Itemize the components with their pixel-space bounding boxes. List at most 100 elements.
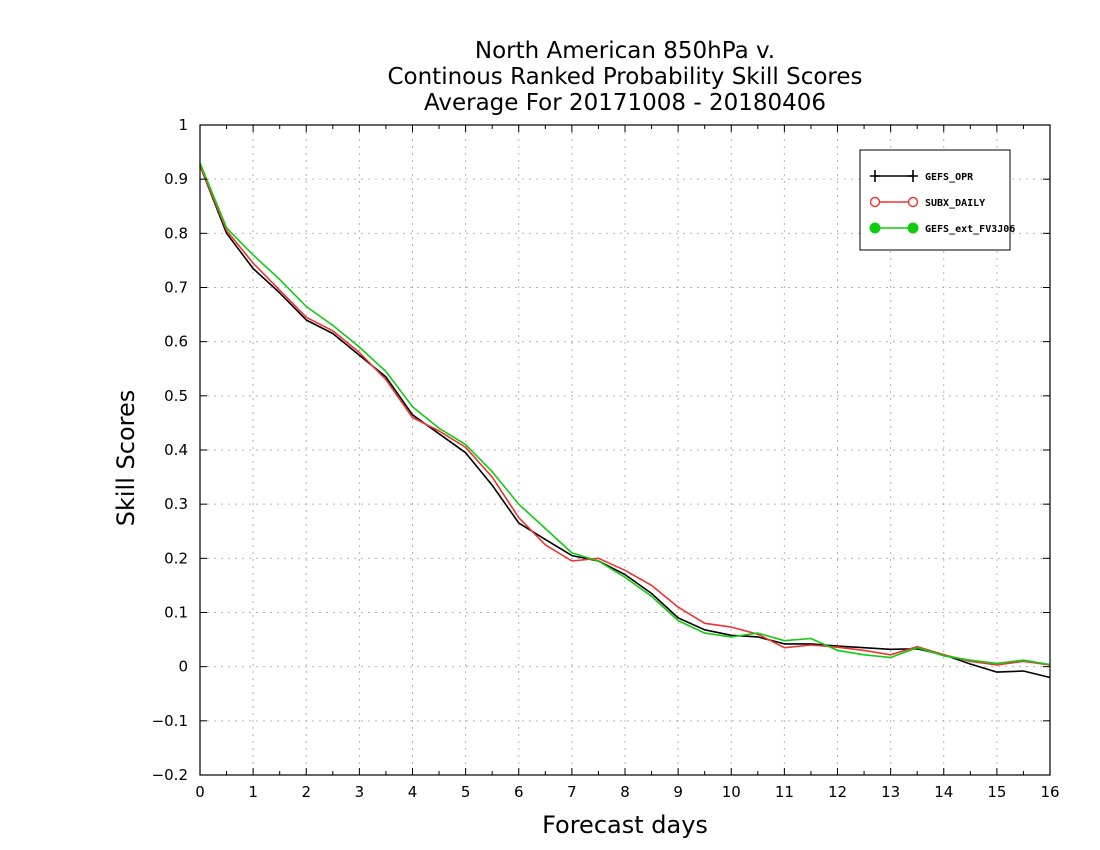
data-point-GEFS_OPR-19 — [703, 629, 705, 631]
y-tick-label-4: 0.2 — [164, 549, 188, 567]
legend-marker-plus — [870, 170, 880, 182]
data-point-GEFS_ext_FV3J06-15 — [597, 560, 599, 562]
data-point-GEFS_OPR-2 — [252, 267, 254, 269]
data-point-GEFS_ext_FV3J06-6 — [358, 346, 360, 348]
data-point-GEFS_OPR-31 — [1022, 670, 1024, 672]
data-point-SUBX_DAILY-14 — [571, 560, 573, 562]
data-point-GEFS_ext_FV3J06-2 — [252, 254, 254, 256]
data-point-SUBX_DAILY-24 — [836, 646, 838, 648]
x-tick-label-15: 15 — [987, 783, 1006, 801]
data-point-GEFS_ext_FV3J06-25 — [863, 654, 865, 656]
data-point-SUBX_DAILY-17 — [650, 584, 652, 586]
data-point-GEFS_ext_FV3J06-30 — [996, 662, 998, 664]
data-point-GEFS_OPR-13 — [544, 538, 546, 540]
y-tick-label-6: 0.4 — [164, 441, 188, 459]
x-tick-label-11: 11 — [775, 783, 794, 801]
legend-label-GEFS_ext_FV3J06: GEFS_ext_FV3J06 — [925, 224, 1015, 235]
chart-title-line-1: North American 850hPa v. — [475, 38, 775, 64]
data-point-SUBX_DAILY-20 — [730, 626, 732, 628]
data-point-GEFS_ext_FV3J06-22 — [783, 639, 785, 641]
legend-label-SUBX_DAILY: SUBX_DAILY — [925, 198, 985, 209]
data-point-SUBX_DAILY-19 — [703, 622, 705, 624]
data-point-GEFS_OPR-9 — [438, 433, 440, 435]
y-tick-label-11: 0.9 — [164, 170, 188, 188]
y-tick-label-5: 0.3 — [164, 495, 188, 513]
y-tick-label-12: 1 — [178, 116, 188, 134]
chart-title-line-3: Average For 20171008 - 20180406 — [424, 90, 826, 116]
legend-marker-filled-circle — [907, 222, 919, 234]
x-tick-label-6: 6 — [514, 783, 524, 801]
data-point-SUBX_DAILY-15 — [597, 557, 599, 559]
data-point-GEFS_ext_FV3J06-19 — [703, 632, 705, 634]
data-point-GEFS_OPR-11 — [491, 484, 493, 486]
y-tick-label-0: −0.2 — [152, 766, 188, 784]
data-point-GEFS_OPR-16 — [624, 573, 626, 575]
data-point-GEFS_ext_FV3J06-11 — [491, 470, 493, 472]
x-tick-label-13: 13 — [881, 783, 900, 801]
legend-marker-open-circle — [869, 196, 881, 208]
data-point-GEFS_ext_FV3J06-26 — [889, 656, 891, 658]
x-tick-label-9: 9 — [673, 783, 683, 801]
chart-title-line-2: Continous Ranked Probability Skill Score… — [387, 64, 862, 90]
y-tick-labels: −0.2 −0.1 0 0.1 0.2 0.3 0.4 0.5 0.6 0.7 0.8 0.9 1 — [152, 116, 188, 784]
x-tick-label-16: 16 — [1040, 783, 1059, 801]
y-tick-label-8: 0.6 — [164, 333, 188, 351]
data-point-GEFS_OPR-29 — [969, 663, 971, 665]
legend-item-GEFS_ext_FV3J06: GEFS_ext_FV3J06 — [869, 222, 1015, 235]
legend-item-SUBX_DAILY: SUBX_DAILY — [869, 196, 985, 209]
data-point-GEFS_ext_FV3J06-10 — [464, 443, 466, 445]
data-point-SUBX_DAILY-26 — [889, 654, 891, 656]
legend-box — [859, 149, 1011, 251]
y-axis-label: Skill Scores — [112, 390, 140, 527]
data-point-GEFS_OPR-26 — [889, 648, 891, 650]
y-tick-label-1: −0.1 — [152, 712, 188, 730]
data-point-GEFS_ext_FV3J06-3 — [278, 278, 280, 280]
data-point-GEFS_OPR-18 — [677, 617, 679, 619]
legend: GEFS_OPR SUBX_DAILY GEFS_ext_FV3J06 — [859, 149, 1015, 251]
data-point-GEFS_ext_FV3J06-8 — [411, 405, 413, 407]
legend-item-GEFS_OPR: GEFS_OPR — [870, 170, 974, 183]
data-point-GEFS_ext_FV3J06-16 — [624, 576, 626, 578]
x-tick-label-1: 1 — [248, 783, 258, 801]
data-point-SUBX_DAILY-12 — [518, 517, 520, 519]
legend-marker-open-circle — [907, 196, 919, 208]
x-tick-label-5: 5 — [461, 783, 471, 801]
data-point-GEFS_OPR-4 — [305, 319, 307, 321]
data-point-SUBX_DAILY-25 — [863, 649, 865, 651]
data-point-GEFS_OPR-12 — [518, 522, 520, 524]
data-point-GEFS_OPR-21 — [757, 636, 759, 638]
series-line-GEFS_ext_FV3J06 — [199, 162, 1051, 666]
y-tick-label-7: 0.5 — [164, 387, 188, 405]
data-point-GEFS_ext_FV3J06-5 — [332, 324, 334, 326]
data-point-SUBX_DAILY-3 — [278, 289, 280, 291]
data-point-GEFS_ext_FV3J06-20 — [730, 636, 732, 638]
data-point-SUBX_DAILY-7 — [385, 378, 387, 380]
x-tick-label-10: 10 — [722, 783, 741, 801]
data-point-GEFS_ext_FV3J06-29 — [969, 659, 971, 661]
data-point-GEFS_OPR-22 — [783, 643, 785, 645]
legend-label-GEFS_OPR: GEFS_OPR — [925, 172, 974, 183]
data-point-SUBX_DAILY-22 — [783, 647, 785, 649]
x-tick-label-14: 14 — [934, 783, 953, 801]
data-point-GEFS_OPR-17 — [650, 592, 652, 594]
data-point-GEFS_ext_FV3J06-17 — [650, 595, 652, 597]
data-point-GEFS_OPR-5 — [332, 332, 334, 334]
x-tick-labels: 0 1 2 3 4 5 6 7 8 9 10 11 12 13 14 15 16 — [195, 783, 1059, 801]
data-point-GEFS_ext_FV3J06-12 — [518, 503, 520, 505]
data-point-GEFS_ext_FV3J06-23 — [810, 637, 812, 639]
legend-marker-plus — [908, 170, 918, 182]
data-point-GEFS_ext_FV3J06-13 — [544, 527, 546, 529]
y-tick-label-10: 0.8 — [164, 224, 188, 242]
data-point-GEFS_ext_FV3J06-7 — [385, 370, 387, 372]
x-tick-label-3: 3 — [355, 783, 365, 801]
y-tick-label-9: 0.7 — [164, 279, 188, 297]
data-point-GEFS_OPR-30 — [996, 671, 998, 673]
x-tick-label-7: 7 — [567, 783, 577, 801]
data-point-SUBX_DAILY-16 — [624, 569, 626, 571]
y-tick-label-3: 0.1 — [164, 604, 188, 622]
data-point-GEFS_ext_FV3J06-4 — [305, 305, 307, 307]
data-point-GEFS_ext_FV3J06-14 — [571, 552, 573, 554]
series-line-SUBX_DAILY — [199, 165, 1051, 666]
data-point-GEFS_OPR-14 — [571, 554, 573, 556]
